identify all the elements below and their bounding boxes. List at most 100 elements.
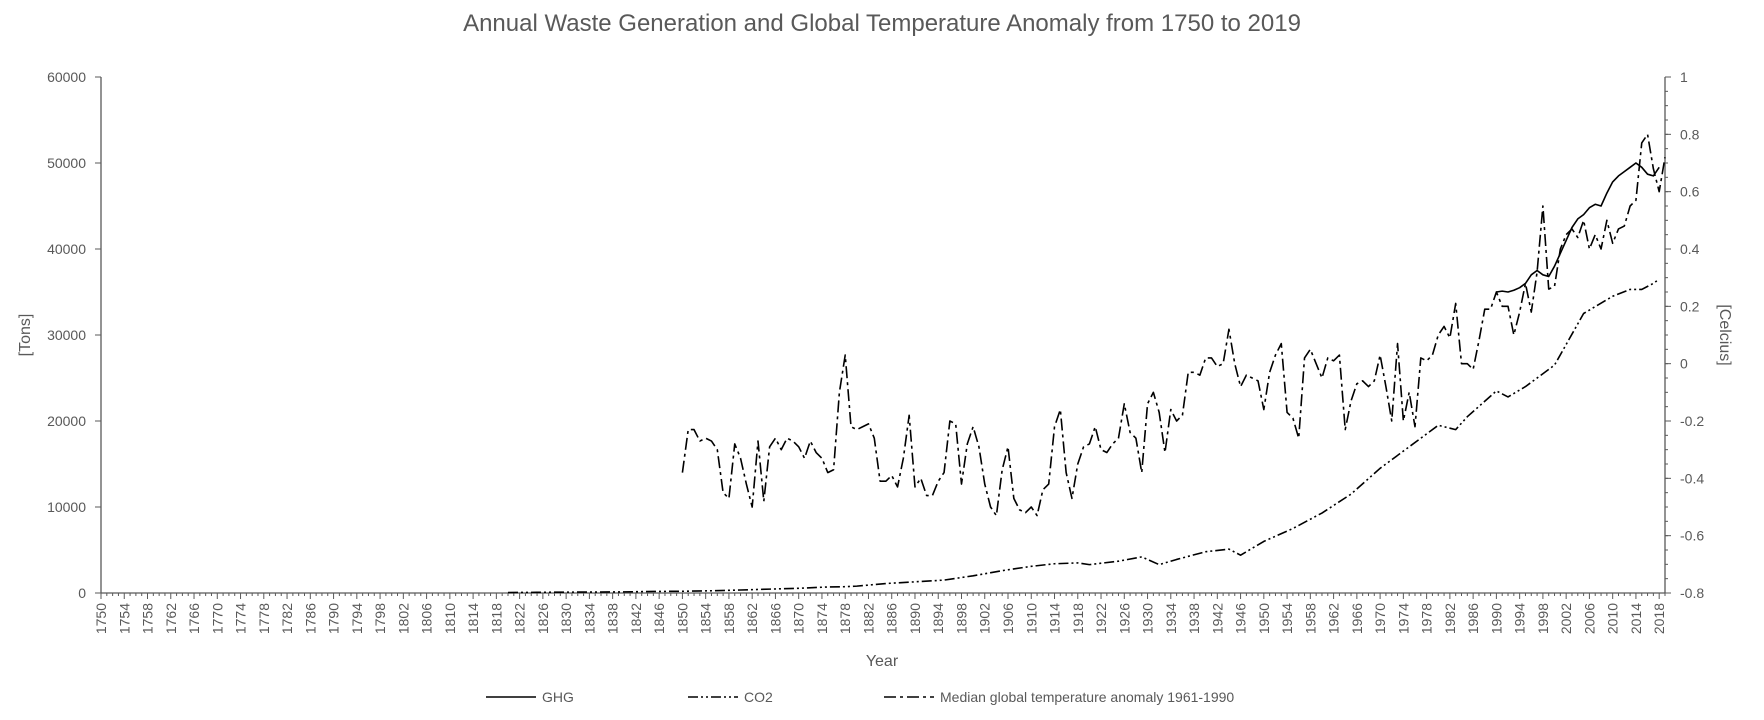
y-right-tick-label: 0.2: [1680, 298, 1700, 314]
y-left-tick-label: 60000: [47, 69, 86, 85]
x-tick-label: 1778: [256, 603, 272, 634]
x-tick-label: 2010: [1605, 603, 1621, 634]
x-tick-label: 1858: [721, 603, 737, 634]
x-tick-label: 1974: [1395, 603, 1411, 634]
x-tick-label: 1966: [1349, 603, 1365, 634]
x-tick-label: 1922: [1093, 603, 1109, 634]
x-tick-label: 1810: [442, 603, 458, 634]
legend-item-ghg: GHG: [486, 689, 574, 705]
x-tick-label: 1962: [1326, 603, 1342, 634]
x-tick-label: 1890: [907, 603, 923, 634]
x-tick-label: 2002: [1558, 603, 1574, 634]
x-tick-label: 1826: [535, 603, 551, 634]
x-tick-label: 1774: [233, 603, 249, 634]
x-tick-label: 1894: [930, 603, 946, 634]
legend-label-ghg: GHG: [542, 689, 574, 705]
y-right-tick-label: 1: [1680, 69, 1688, 85]
x-tick-label: 1986: [1465, 603, 1481, 634]
x-tick-label: 1990: [1488, 603, 1504, 634]
legend-item-co2: CO2: [688, 689, 773, 705]
legend-label-temperature: Median global temperature anomaly 1961-1…: [940, 689, 1234, 705]
x-tick-label: 1874: [814, 603, 830, 634]
y-right-tick-label: -0.2: [1680, 413, 1704, 429]
series-layer: [507, 133, 1666, 594]
x-tick-label: 1946: [1233, 603, 1249, 634]
x-tick-label: 1758: [140, 603, 156, 634]
x-tick-label: 1798: [372, 603, 388, 634]
x-tick-label: 1918: [1070, 603, 1086, 634]
x-tick-label: 1910: [1023, 603, 1039, 634]
y-left-tick-label: 10000: [47, 499, 86, 515]
x-tick-label: 1750: [93, 603, 109, 634]
x-tick-label: 1830: [558, 603, 574, 634]
x-tick-label: 1814: [465, 603, 481, 634]
x-axis-label: Year: [866, 653, 899, 670]
x-tick-label: 1930: [1140, 603, 1156, 634]
series-co2-line: [507, 278, 1660, 594]
x-tick-label: 2006: [1581, 603, 1597, 634]
y-left-tick-label: 20000: [47, 413, 86, 429]
x-tick-label: 1766: [186, 603, 202, 634]
x-tick-label: 1870: [791, 603, 807, 634]
x-tick-label: 1898: [953, 603, 969, 634]
x-tick-label: 1770: [209, 603, 225, 634]
x-tick-label: 1994: [1512, 603, 1528, 634]
series-temperature-anomaly-line: [681, 133, 1666, 517]
y-right-tick-label: 0: [1680, 356, 1688, 372]
x-tick-label: 1926: [1116, 603, 1132, 634]
y-right-tick-label: -0.4: [1680, 470, 1704, 486]
x-tick-label: 1906: [1000, 603, 1016, 634]
x-tick-label: 1850: [674, 603, 690, 634]
y-ticks-right: -0.8 -0.6 -0.4 -0.2 0 0.2 0.4 0.6 0.8 1: [1665, 69, 1704, 601]
x-tick-label: 1838: [605, 603, 621, 634]
x-tick-label: 1938: [1186, 603, 1202, 634]
x-tick-label: 1878: [837, 603, 853, 634]
x-tick-label: 1882: [860, 603, 876, 634]
y-right-tick-label: -0.6: [1680, 528, 1704, 544]
x-tick-label: 1802: [395, 603, 411, 634]
x-tick-label: 1934: [1163, 603, 1179, 634]
x-tick-label: 1854: [698, 603, 714, 634]
x-tick-label: 1886: [884, 603, 900, 634]
x-tick-label: 1834: [581, 603, 597, 634]
x-tick-label: 1950: [1256, 603, 1272, 634]
y-left-tick-label: 30000: [47, 327, 86, 343]
x-tick-label: 1818: [488, 603, 504, 634]
x-tick-label: 1970: [1372, 603, 1388, 634]
legend-item-temperature: Median global temperature anomaly 1961-1…: [884, 689, 1234, 705]
x-tick-label: 1942: [1209, 603, 1225, 634]
x-tick-label: 1790: [326, 603, 342, 634]
x-ticks: 1750 1754 1758 1762 1766 1770 1774 1778 1782 1786…: [93, 593, 1667, 634]
x-tick-label: 1786: [302, 603, 318, 634]
x-tick-label: 1806: [419, 603, 435, 634]
series-ghg-line: [1496, 162, 1660, 293]
x-tick-label: 1902: [977, 603, 993, 634]
x-tick-label: 1978: [1419, 603, 1435, 634]
y-axis-right-label: [Celcius]: [1716, 304, 1733, 365]
x-tick-label: 1822: [512, 603, 528, 634]
x-tick-label: 1866: [767, 603, 783, 634]
chart-title: Annual Waste Generation and Global Tempe…: [463, 10, 1301, 37]
x-tick-label: 1998: [1535, 603, 1551, 634]
y-right-tick-label: 0.6: [1680, 184, 1700, 200]
y-right-tick-label: 0.4: [1680, 241, 1700, 257]
x-tick-label: 1754: [116, 603, 132, 634]
x-tick-label: 1862: [744, 603, 760, 634]
y-left-tick-label: 40000: [47, 241, 86, 257]
x-tick-label: 2014: [1628, 603, 1644, 634]
x-tick-label: 1842: [628, 603, 644, 634]
y-right-tick-label: -0.8: [1680, 585, 1704, 601]
x-tick-label: 1846: [651, 603, 667, 634]
x-tick-label: 1782: [279, 603, 295, 634]
x-tick-label: 1954: [1279, 603, 1295, 634]
legend-label-co2: CO2: [744, 689, 773, 705]
x-tick-label: 1958: [1302, 603, 1318, 634]
x-tick-label: 1762: [163, 603, 179, 634]
y-left-tick-label: 50000: [47, 155, 86, 171]
y-axis-left-label: [Tons]: [17, 314, 34, 357]
x-tick-label: 1794: [349, 603, 365, 634]
x-tick-label: 1914: [1047, 603, 1063, 634]
legend: GHG CO2 Median global temperature anomal…: [486, 689, 1234, 705]
